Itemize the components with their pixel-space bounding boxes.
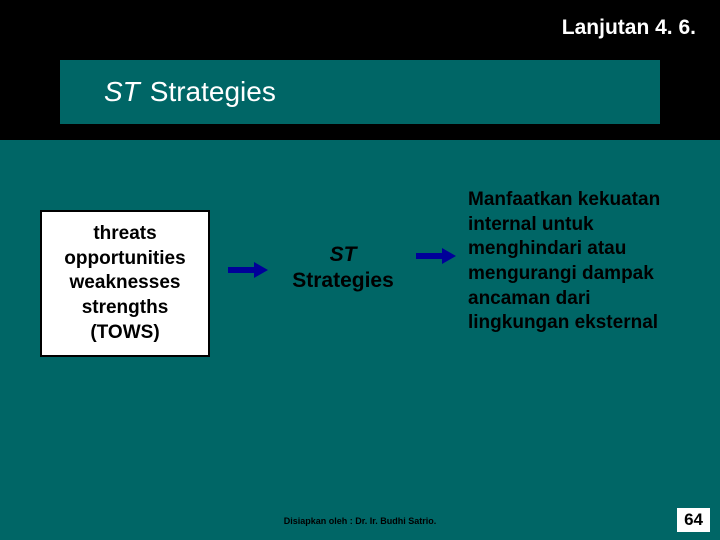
tows-line-weaknesses: weaknesses — [48, 271, 202, 296]
tows-line-threats: threats — [48, 222, 202, 247]
footer-credit: Disiapkan oleh : Dr. Ir. Budhi Satrio. — [0, 516, 720, 526]
title-rest: Strategies — [150, 76, 276, 108]
page-number: 64 — [677, 508, 710, 532]
arrow-1 — [228, 262, 268, 278]
center-label-italic: ST — [330, 243, 357, 266]
arrow-1-line — [228, 267, 256, 273]
arrow-2-line — [416, 253, 444, 259]
title-box: ST Strategies — [60, 60, 660, 124]
description-text: Manfaatkan kekuatan internal untuk mengh… — [468, 188, 696, 336]
arrow-2-head — [442, 248, 456, 264]
title-italic: ST — [104, 76, 140, 108]
tows-box: threats opportunities weaknesses strengt… — [40, 210, 210, 357]
tows-line-opportunities: opportunities — [48, 247, 202, 272]
tows-line-strengths: strengths — [48, 296, 202, 321]
center-label-rest: Strategies — [292, 269, 394, 292]
center-label: ST Strategies — [278, 242, 408, 295]
page-header: Lanjutan 4. 6. — [562, 16, 696, 40]
arrow-1-head — [254, 262, 268, 278]
tows-line-acronym: (TOWS) — [48, 321, 202, 346]
arrow-2 — [416, 248, 456, 264]
